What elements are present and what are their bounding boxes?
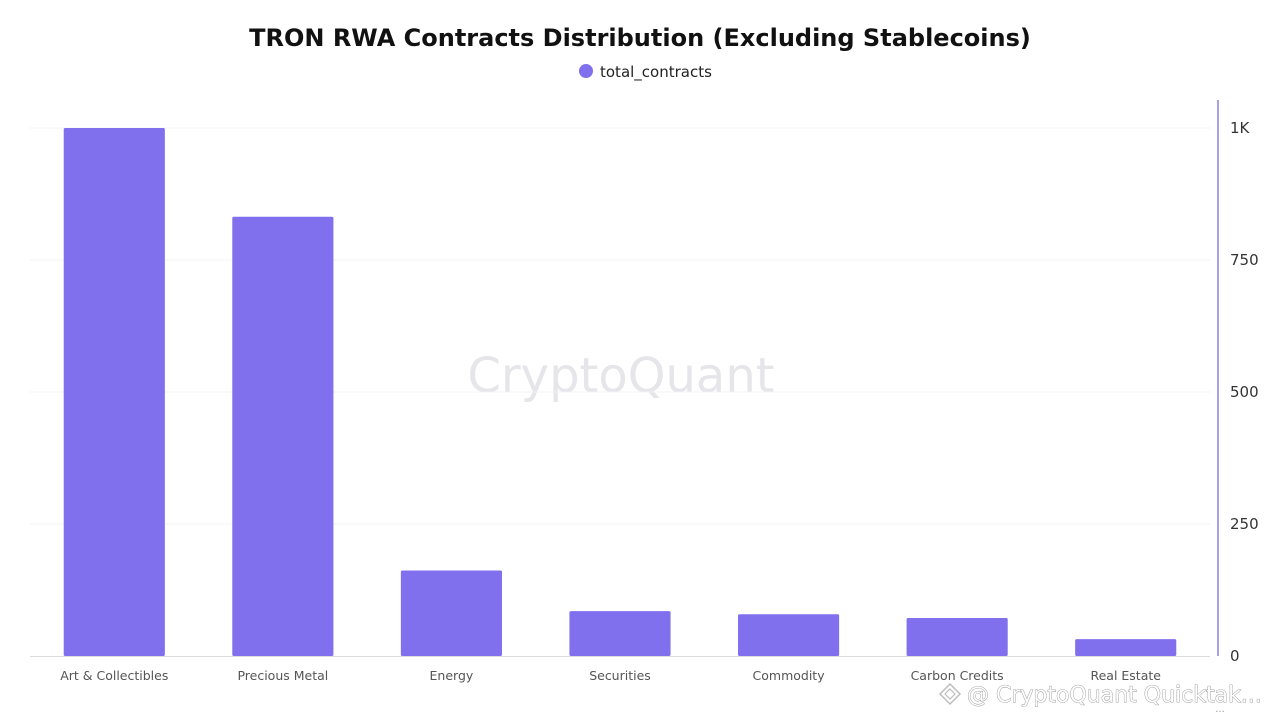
- x-tick-label: Precious Metal: [237, 668, 328, 683]
- bar[interactable]: [400, 570, 502, 656]
- credit: @ CryptoQuant Quicktak... ...: [938, 682, 1262, 715]
- x-tick-label: Energy: [430, 668, 474, 683]
- x-tick-label: Real Estate: [1090, 668, 1161, 683]
- y-tick-label: 750: [1230, 251, 1259, 269]
- y-tick-label: 0: [1230, 647, 1240, 665]
- x-tick-label: Securities: [589, 668, 651, 683]
- x-tick-label: Carbon Credits: [911, 668, 1004, 683]
- diamond-logo-icon: [938, 682, 962, 706]
- watermark-text: CryptoQuant: [467, 348, 774, 404]
- y-tick-label: 250: [1230, 515, 1259, 533]
- grid-lines: [30, 127, 1210, 525]
- bars: [63, 128, 1177, 657]
- x-tick-label: Commodity: [753, 668, 826, 683]
- bar[interactable]: [738, 614, 840, 656]
- legend[interactable]: total_contracts: [579, 63, 712, 82]
- bar[interactable]: [63, 128, 165, 656]
- x-tick-label: Art & Collectibles: [60, 668, 168, 683]
- bar[interactable]: [1075, 639, 1177, 656]
- credit-text: @ CryptoQuant Quicktak...: [967, 683, 1262, 708]
- y-tick-label: 500: [1230, 383, 1259, 401]
- credit-subtext: ...: [1215, 704, 1225, 715]
- y-tick-label: 1K: [1230, 119, 1251, 137]
- axes: 0 250 500 750 1K Art & Collectibles Precious M…: [30, 100, 1259, 683]
- chart-title: TRON RWA Contracts Distribution (Excludi…: [249, 24, 1031, 52]
- legend-label: total_contracts: [600, 63, 712, 82]
- bar[interactable]: [569, 611, 671, 656]
- bar[interactable]: [232, 216, 334, 657]
- bar[interactable]: [906, 617, 1008, 656]
- legend-marker: [579, 64, 593, 78]
